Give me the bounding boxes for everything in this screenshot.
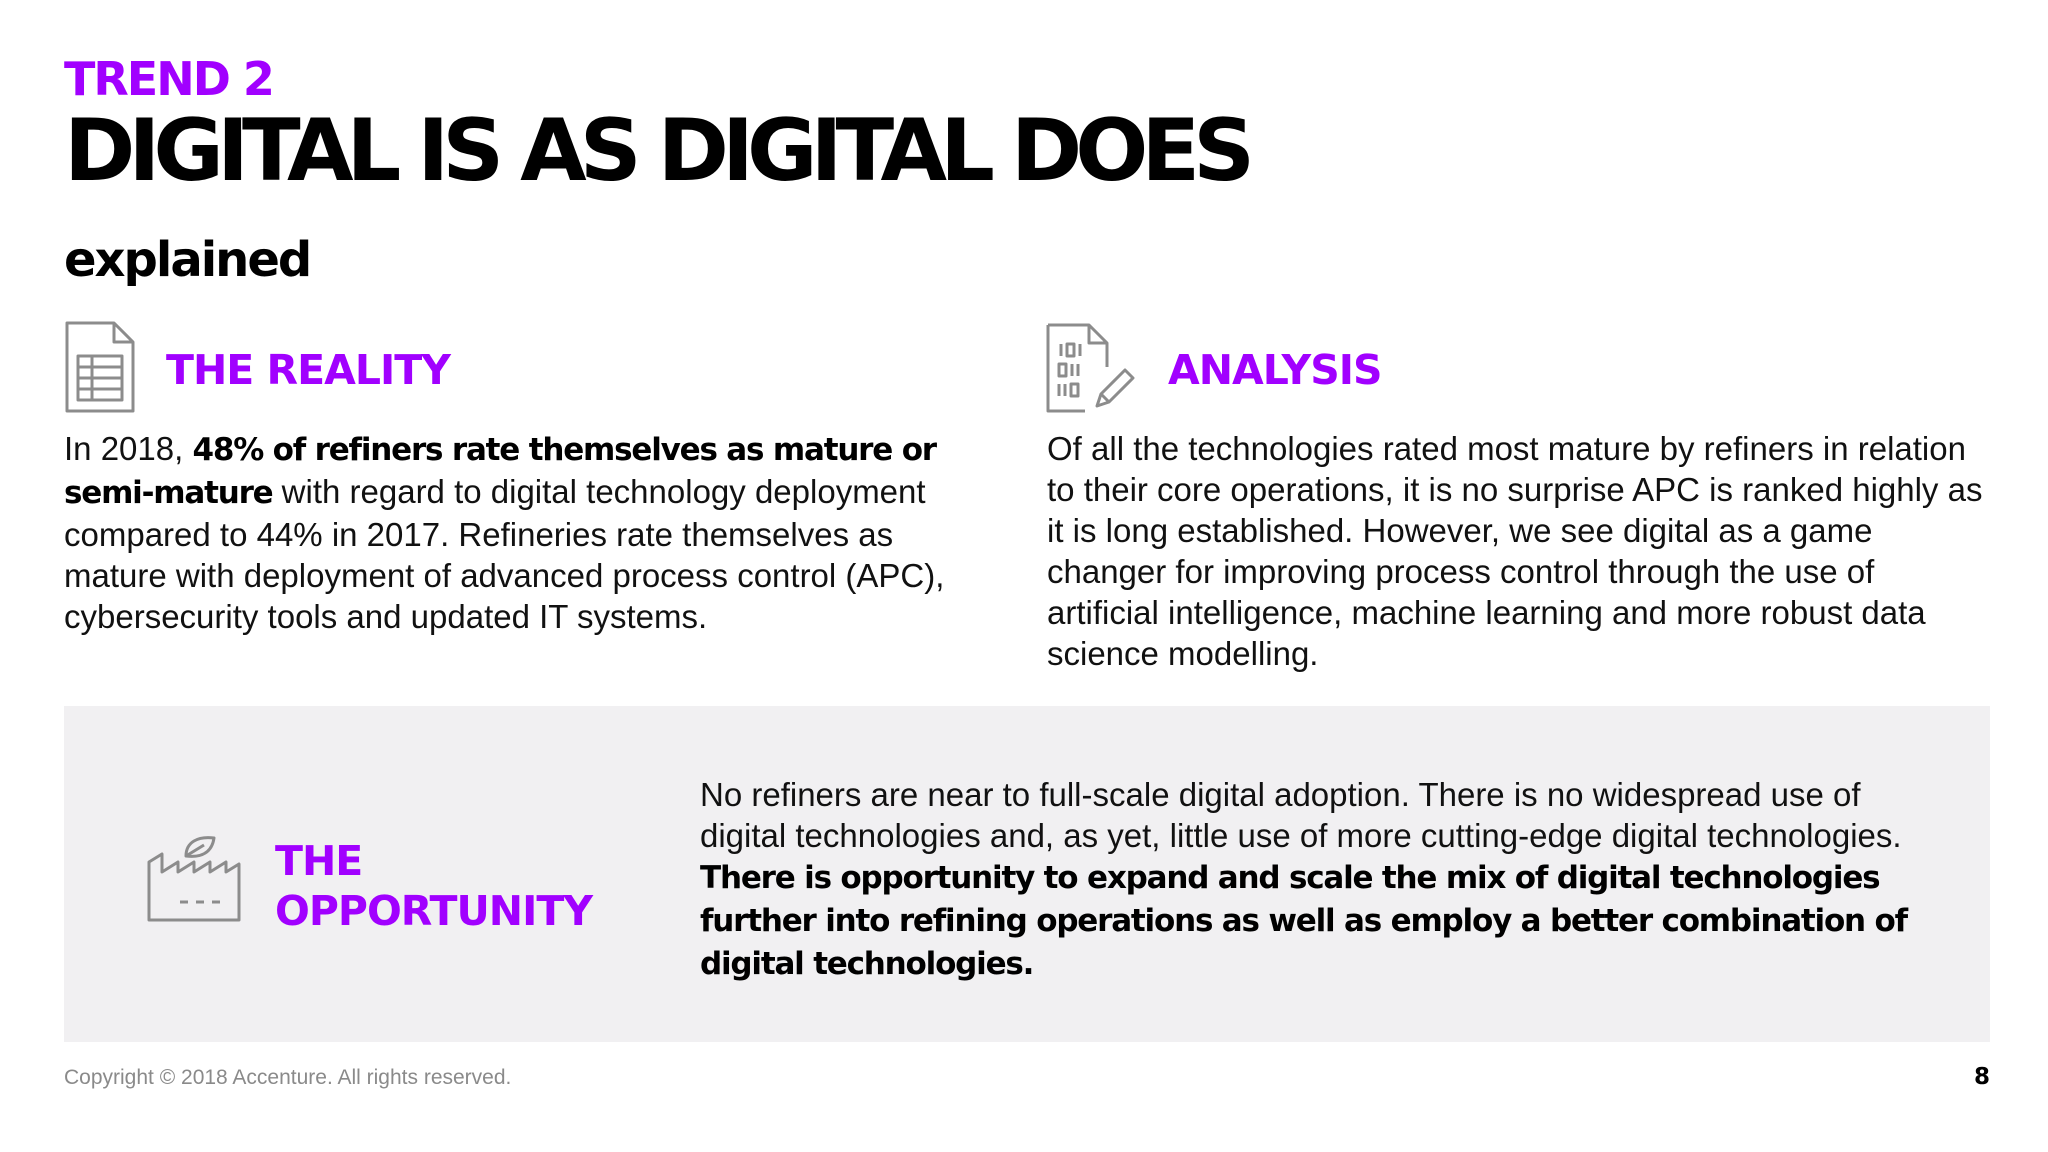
- opportunity-text-highlight: There is opportunity to expand and scale…: [700, 860, 1908, 982]
- opportunity-text-intro: No refiners are near to full-scale digit…: [700, 776, 1902, 854]
- spreadsheet-document-icon: [65, 321, 135, 413]
- reality-heading: THE REALITY: [166, 346, 451, 394]
- analysis-paragraph: Of all the technologies rated most matur…: [1047, 430, 1983, 672]
- binary-document-pencil-icon: [1046, 323, 1135, 413]
- factory-leaf-icon: [147, 836, 241, 922]
- copyright-notice: Copyright © 2018 Accenture. All rights r…: [64, 1066, 512, 1089]
- trend-label: TREND 2: [64, 52, 275, 106]
- reality-paragraph: In 2018, 48% of refiners rate themselves…: [64, 428, 964, 637]
- opportunity-heading-line2: OPPORTUNITY: [275, 887, 593, 935]
- page-subtitle: explained: [64, 232, 312, 288]
- reality-text-intro: In 2018,: [64, 430, 193, 467]
- opportunity-paragraph: No refiners are near to full-scale digit…: [700, 774, 1930, 985]
- page-number: 8: [1973, 1064, 1990, 1090]
- analysis-heading: ANALYSIS: [1168, 346, 1383, 394]
- opportunity-heading-line1: THE: [275, 837, 363, 885]
- opportunity-panel: [64, 706, 1990, 1042]
- reality-text-highlight: 48% of refiners rate themselves as matur…: [64, 432, 937, 511]
- opportunity-heading: THE OPPORTUNITY: [275, 836, 593, 936]
- reality-text-rest: with regard to digital technology deploy…: [64, 473, 945, 635]
- page-title: DIGITAL IS AS DIGITAL DOES: [64, 101, 1255, 201]
